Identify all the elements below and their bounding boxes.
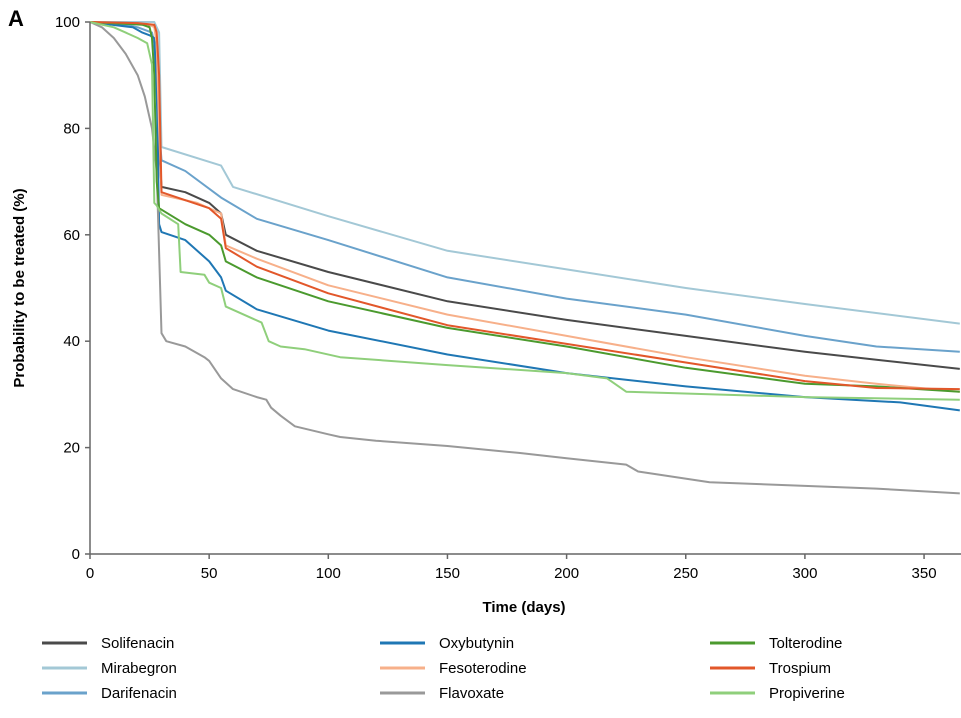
x-ticks: 0 50 100 150 200 250 300 350 (86, 554, 937, 582)
legend-label: Darifenacin (101, 685, 177, 702)
y-tick-label: 100 (55, 14, 80, 31)
series-line-trospium (89, 21, 960, 391)
y-tick-label: 60 (63, 227, 80, 244)
legend-item-trospium: Trospium (710, 660, 831, 677)
legend-item-oxybutynin: Oxybutynin (380, 635, 514, 652)
x-tick-label: 350 (912, 565, 937, 582)
legend-label: Tolterodine (769, 635, 842, 652)
y-tick-label: 20 (63, 440, 80, 457)
axes (89, 22, 961, 555)
y-tick-label: 40 (63, 333, 80, 350)
legend-label: Fesoterodine (439, 660, 527, 677)
series-line-oxybutynin (89, 21, 960, 412)
legend-label: Mirabegron (101, 660, 177, 677)
series-line-darifenacin (89, 21, 960, 353)
legend-label: Solifenacin (101, 635, 174, 652)
series-line-tolterodine (89, 21, 960, 393)
x-tick-label: 250 (673, 565, 698, 582)
x-tick-label: 150 (435, 565, 460, 582)
x-tick-label: 200 (554, 565, 579, 582)
legend-item-mirabegron: Mirabegron (42, 660, 177, 677)
x-tick-label: 50 (201, 565, 218, 582)
x-tick-label: 300 (792, 565, 817, 582)
x-tick-label: 0 (86, 565, 94, 582)
legend-label: Flavoxate (439, 685, 504, 702)
legend-item-flavoxate: Flavoxate (380, 685, 504, 702)
legend-item-solifenacin: Solifenacin (42, 635, 174, 652)
legend-item-darifenacin: Darifenacin (42, 685, 177, 702)
legend: Solifenacin Mirabegron Darifenacin Oxybutyn… (42, 635, 845, 702)
panel-label: A (8, 6, 24, 31)
y-tick-label: 80 (63, 120, 80, 137)
series-line-solifenacin (89, 21, 960, 370)
series-line-flavoxate (89, 21, 960, 495)
series-line-propiverine (89, 21, 960, 401)
y-axis-title: Probability to be treated (%) (11, 188, 28, 387)
legend-label: Trospium (769, 660, 831, 677)
legend-item-tolterodine: Tolterodine (710, 635, 842, 652)
x-axis-title: Time (days) (482, 599, 565, 616)
legend-item-propiverine: Propiverine (710, 685, 845, 702)
y-ticks: 0 20 40 60 80 100 (55, 14, 90, 563)
legend-label: Oxybutynin (439, 635, 514, 652)
legend-label: Propiverine (769, 685, 845, 702)
x-tick-label: 100 (316, 565, 341, 582)
legend-item-fesoterodine: Fesoterodine (380, 660, 527, 677)
series-line-mirabegron (90, 21, 960, 325)
y-tick-label: 0 (72, 546, 80, 563)
series-line-fesoterodine (89, 21, 960, 393)
series-lines (89, 21, 960, 495)
